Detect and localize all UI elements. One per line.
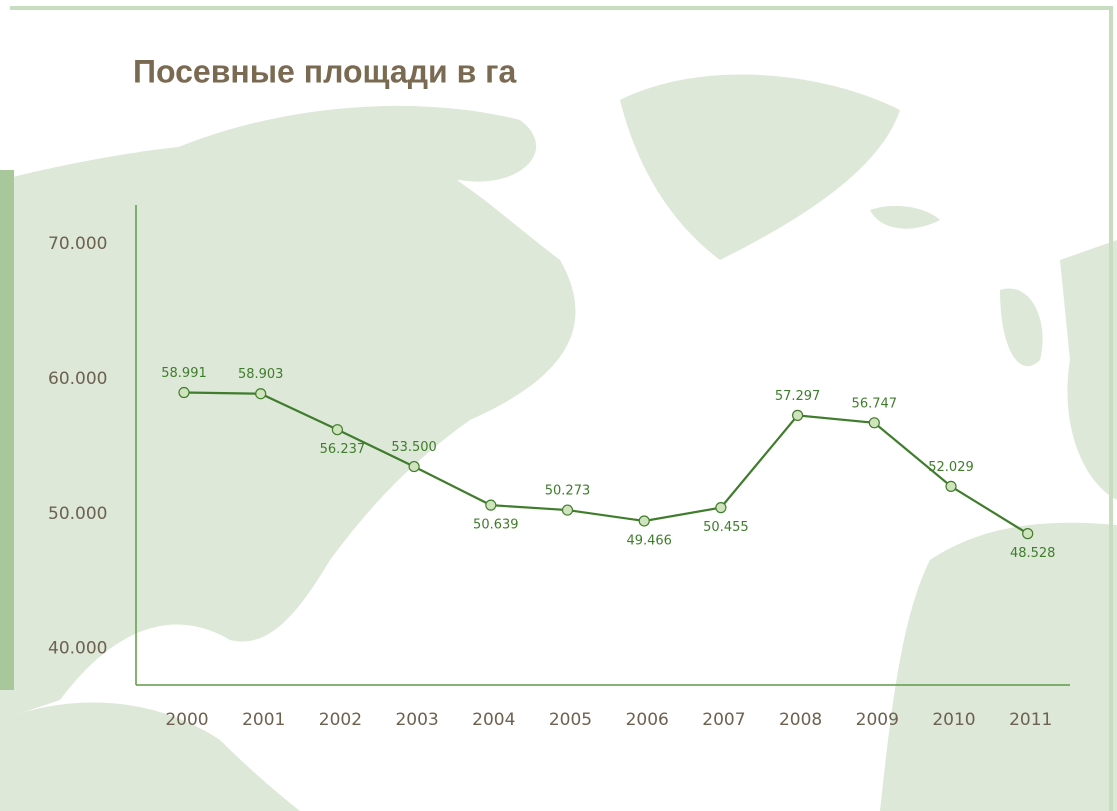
- y-tick-label: 50.000: [48, 504, 107, 524]
- map-background: [0, 74, 1117, 811]
- y-tick-label: 40.000: [48, 639, 107, 659]
- value-label: 58.991: [161, 366, 207, 381]
- marker: [638, 515, 650, 527]
- value-label: 56.237: [320, 442, 366, 457]
- line: [183, 391, 1029, 535]
- x-tick-label: 2001: [242, 710, 285, 730]
- value-label: 58.903: [238, 367, 284, 382]
- value-label: 50.273: [545, 484, 591, 499]
- marker: [791, 409, 804, 421]
- x-tick-label: 2002: [319, 710, 362, 730]
- marker: [178, 386, 190, 399]
- value-label: 48.528: [1010, 546, 1056, 561]
- value-label: 50.455: [703, 520, 749, 535]
- x-tick-label: 2000: [165, 710, 208, 730]
- marker: [1022, 528, 1034, 540]
- frame: [10, 6, 1113, 811]
- value-label: 49.466: [626, 533, 672, 548]
- marker: [408, 460, 420, 473]
- marker: [715, 502, 727, 514]
- side-strip: [0, 170, 14, 690]
- x-tick-label: 2005: [549, 710, 592, 730]
- x-tick-label: 2009: [856, 710, 899, 730]
- x-tick-label: 2004: [472, 710, 515, 730]
- chart-title: Посевные площади в га: [133, 53, 516, 89]
- value-label: 50.639: [473, 518, 519, 533]
- value-label: 52.029: [928, 460, 974, 475]
- y-tick-label: 60.000: [48, 369, 107, 389]
- x-tick-label: 2003: [395, 710, 438, 730]
- marker: [331, 424, 343, 436]
- x-tick-label: 2010: [932, 710, 975, 730]
- marker: [945, 480, 957, 493]
- x-tick-label: 2011: [1009, 710, 1052, 730]
- value-label: 57.297: [775, 389, 821, 404]
- value-label: 53.500: [391, 440, 437, 455]
- marker: [561, 504, 574, 516]
- y-tick-label: 70.000: [48, 234, 107, 254]
- value-label: 56.747: [852, 396, 898, 411]
- x-tick-label: 2007: [702, 710, 745, 730]
- marker: [255, 388, 267, 400]
- marker: [485, 499, 497, 511]
- x-tick-label: 2008: [779, 710, 822, 730]
- marker: [868, 417, 880, 429]
- x-tick-label: 2006: [626, 710, 669, 730]
